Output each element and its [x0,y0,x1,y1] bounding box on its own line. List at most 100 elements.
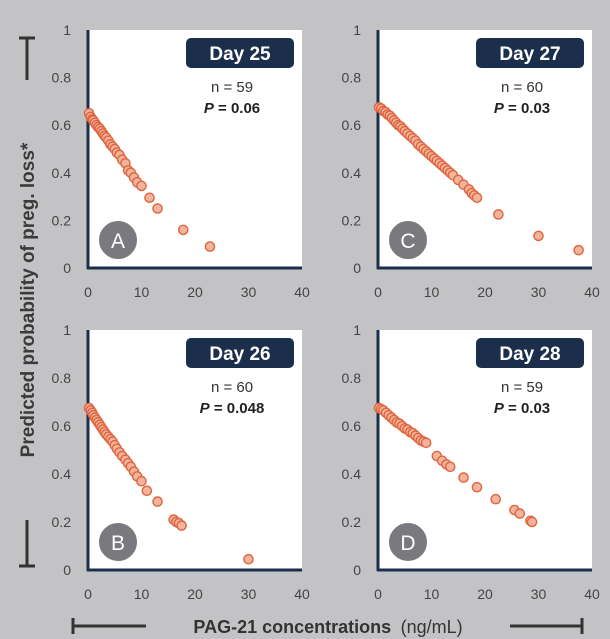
n-label: n = 60 [211,379,253,396]
y-tick-label: 1 [353,322,361,338]
y-tick-label: 0.6 [342,418,362,434]
data-point [533,230,544,242]
y-tick-label: 0.4 [52,466,72,482]
y-tick-label: 0 [353,562,361,578]
panel-letter-badge [387,219,429,261]
p-symbol: P [200,400,211,417]
y-tick-label: 1 [353,22,361,38]
n-label: n = 59 [211,79,253,96]
x-tick-label: 20 [187,284,203,300]
data-point [514,508,526,519]
day-badge-label: Day 26 [209,344,270,365]
y-axis-label-group: Predicted probability of preg. loss* [18,36,39,568]
day-badge-label: Day 28 [499,344,560,365]
p-value-label: P = 0.06 [204,100,260,117]
day-badge [186,38,294,68]
data-point [152,496,163,507]
data-point [458,472,469,483]
x-tick-label: 0 [84,586,92,602]
x-tick-label: 20 [477,284,493,300]
p-symbol: P [494,400,505,417]
y-tick-label: 0.8 [342,70,362,86]
x-tick-label: 10 [424,284,440,300]
day-badge [476,338,584,368]
y-tick-label: 0.6 [52,117,72,133]
p-value-label: P = 0.03 [494,400,550,417]
x-axis-label-unit: (ng/mL) [401,617,463,637]
p-value: = 0.03 [504,400,550,417]
p-value: = 0.048 [210,400,265,417]
x-tick-label: 10 [134,586,150,602]
y-tick-label: 1 [63,22,71,38]
y-tick-label: 0.8 [52,70,72,86]
p-value: = 0.06 [214,100,260,117]
data-point [177,224,189,236]
y-tick-label: 0 [63,562,71,578]
p-value: = 0.03 [504,100,550,117]
data-point [204,241,216,252]
data-point [243,553,254,565]
y-tick-label: 0.6 [52,418,72,434]
data-point [573,244,584,256]
y-tick-label: 0.2 [342,212,362,228]
y-tick-label: 0 [353,260,361,276]
x-axis-label: PAG-21 concentrations (ng/mL) [193,617,462,637]
y-axis-label: Predicted probability of preg. loss* [18,142,39,457]
y-tick-label: 1 [63,322,71,338]
data-point [176,520,187,531]
p-value-label: P = 0.03 [494,100,550,117]
x-tick-label: 20 [187,586,203,602]
x-tick-label: 10 [424,586,440,602]
x-tick-label: 40 [294,284,310,300]
data-point [526,516,538,528]
data-point [144,192,155,204]
data-point [420,437,432,449]
data-point [136,180,147,192]
panel-letter-badge [97,219,139,261]
day-badge [476,38,584,68]
data-point [471,192,483,204]
y-tick-label: 0.4 [342,466,362,482]
x-tick-label: 0 [374,284,382,300]
x-tick-label: 0 [374,586,382,602]
panel-letter-badge [97,521,139,563]
p-value-label: P = 0.048 [200,400,265,417]
x-tick-label: 40 [584,284,600,300]
x-axis-label-group: PAG-21 concentrations (ng/mL) [71,617,584,637]
n-label: n = 59 [501,379,543,396]
x-tick-label: 40 [294,586,310,602]
y-tick-label: 0.2 [52,212,72,228]
x-tick-label: 30 [241,284,257,300]
day-badge-label: Day 25 [209,44,271,65]
day-badge-label: Day 27 [499,44,560,65]
y-tick-label: 0 [63,260,71,276]
panel-letter: D [400,532,415,555]
data-point [152,203,163,214]
x-tick-label: 30 [531,586,547,602]
y-tick-label: 0.8 [342,370,362,386]
y-tick-label: 0.8 [52,370,72,386]
x-tick-label: 10 [134,284,150,300]
panel-letter: B [111,532,125,555]
panel-letter: A [111,230,125,253]
panel-letter-badge [387,521,429,563]
y-tick-label: 0.4 [52,165,72,181]
data-point [493,209,504,220]
data-point [444,461,456,473]
panel-letter: C [400,230,415,253]
x-tick-label: 40 [584,586,600,602]
data-point [141,485,153,497]
n-label: n = 60 [501,79,543,96]
x-tick-label: 20 [477,586,493,602]
x-axis-label-main: PAG-21 concentrations [193,617,391,637]
data-point [471,481,483,493]
x-tick-label: 30 [531,284,547,300]
y-tick-label: 0.2 [52,514,72,530]
p-symbol: P [204,100,215,117]
